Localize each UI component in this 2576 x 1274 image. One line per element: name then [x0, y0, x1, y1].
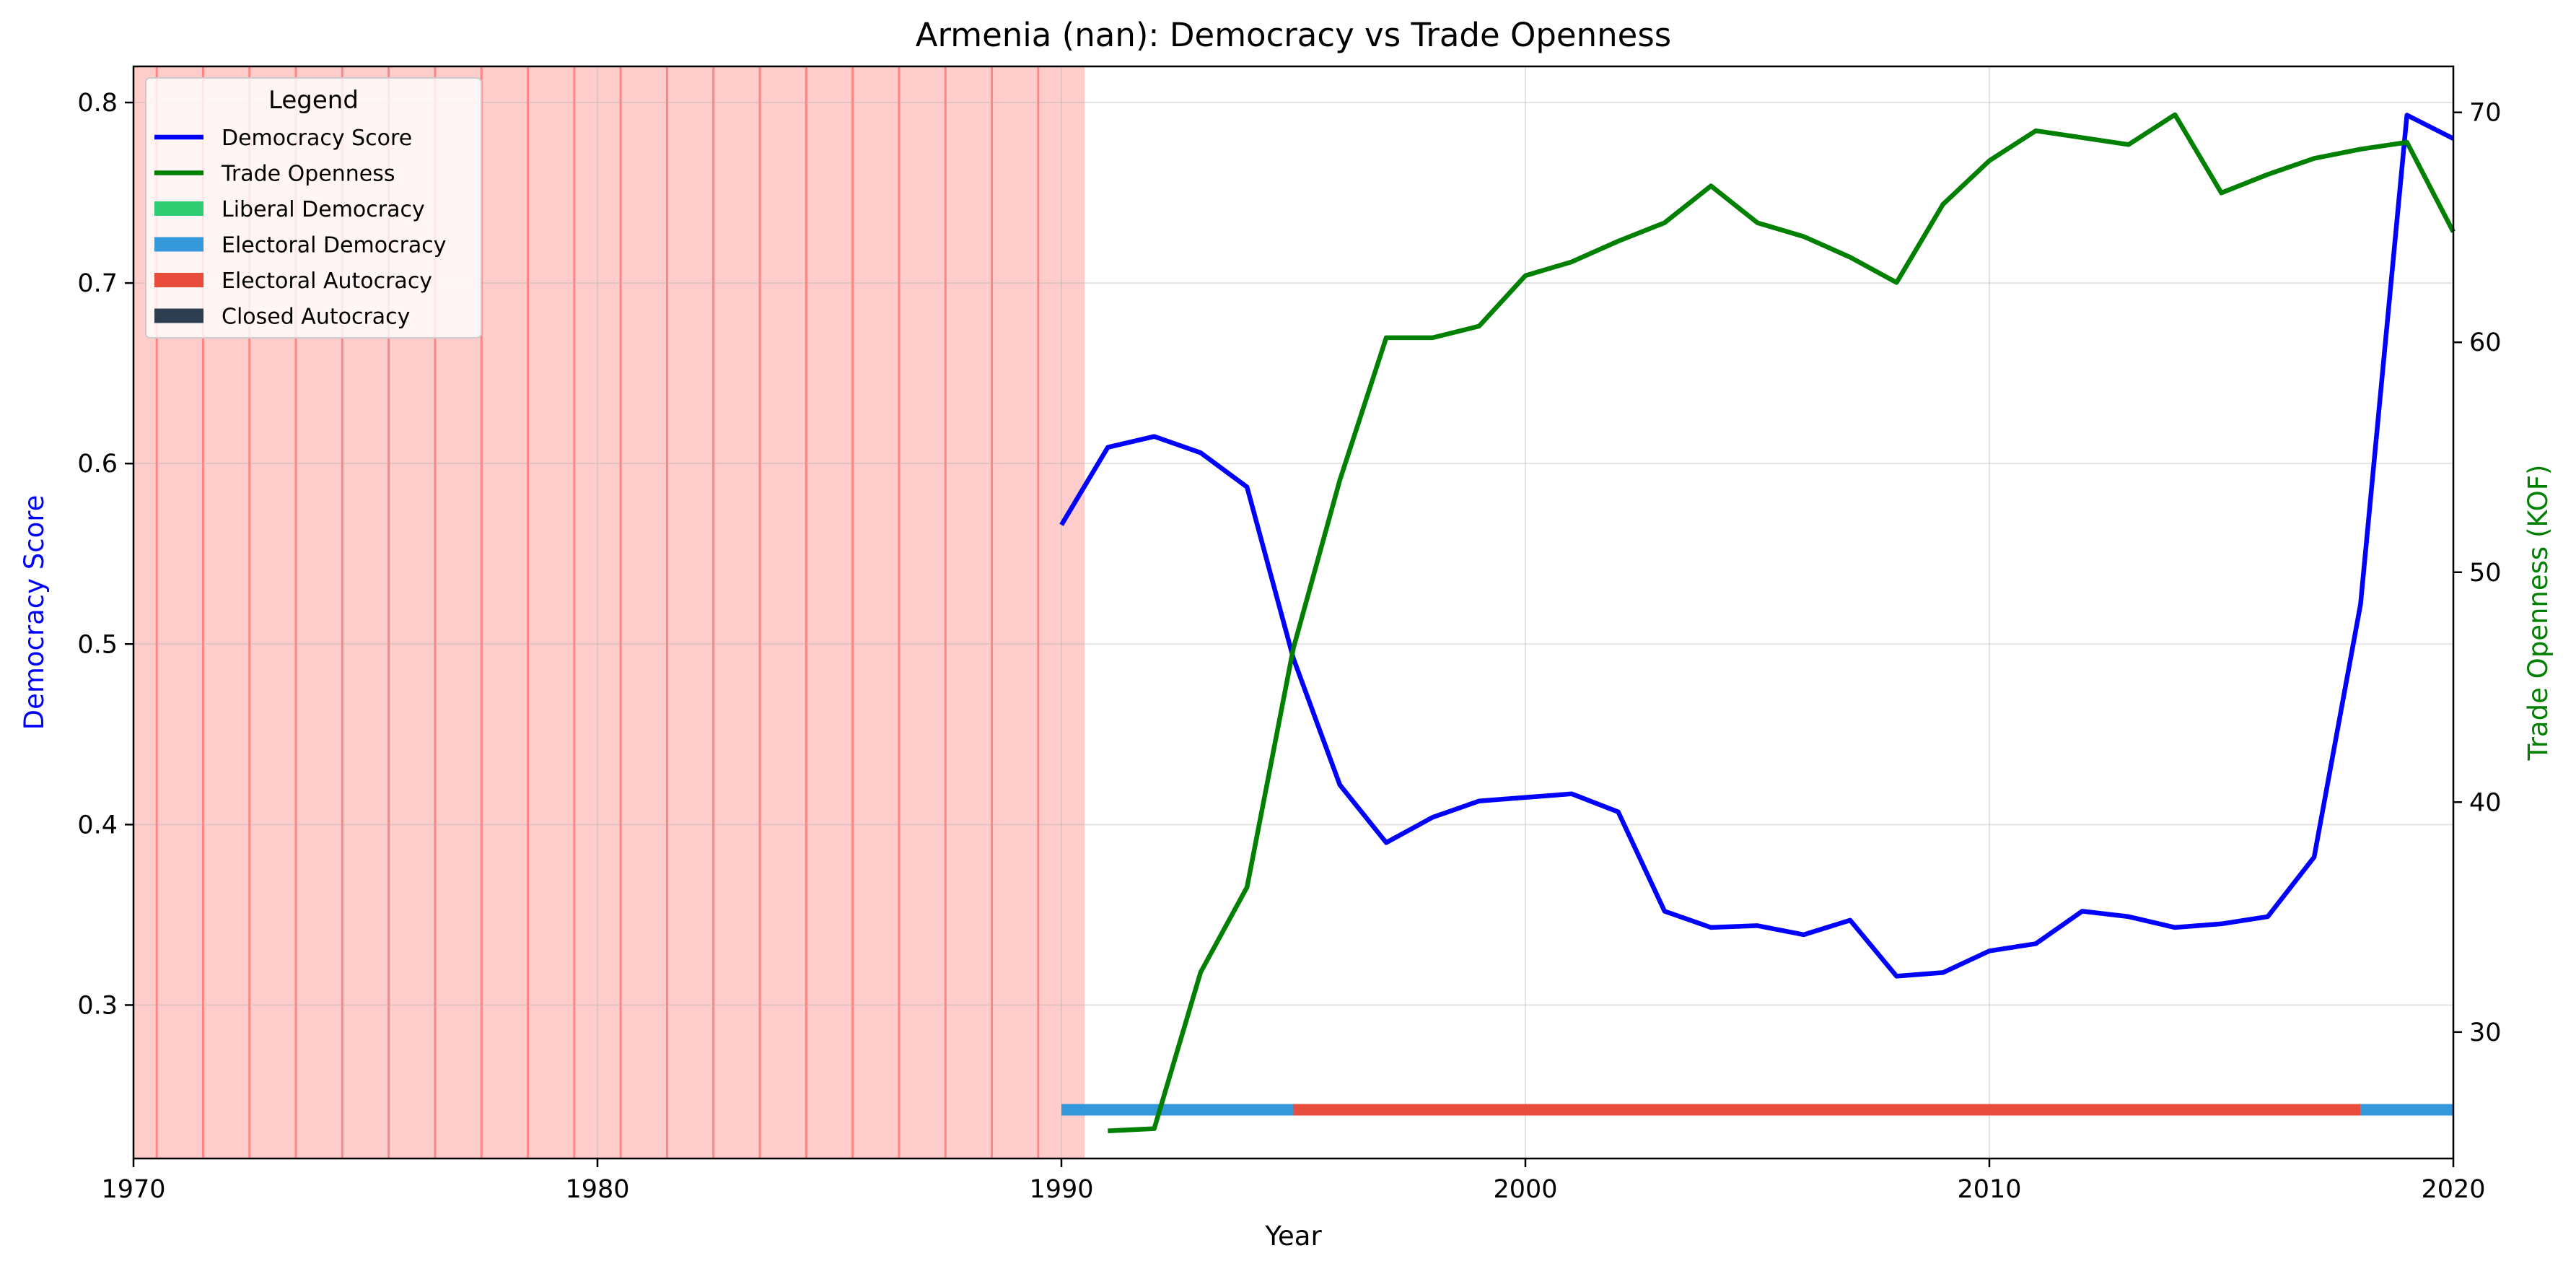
legend-patch-swatch: [154, 201, 203, 216]
series-line-trade-openness: [1108, 112, 2455, 1134]
x-axis-label: Year: [1264, 1221, 1322, 1252]
series: [1059, 112, 2455, 1134]
y-right-tick-label: 60: [2469, 328, 2502, 357]
legend-title: Legend: [268, 86, 359, 115]
x-tick-label: 2000: [1493, 1175, 1557, 1204]
y-axis-right-label: Trade Openness (KOF): [2523, 465, 2554, 762]
y-left-tick-label: 0.6: [77, 450, 118, 479]
legend-item-label: Electoral Autocracy: [222, 269, 432, 294]
y-right-tick-label: 70: [2469, 99, 2502, 128]
y-right-tick-label: 30: [2469, 1018, 2502, 1047]
legend-box: [145, 77, 482, 339]
x-tick-label: 1970: [101, 1175, 165, 1204]
x-tick-label: 2010: [1957, 1175, 2021, 1204]
legend-item-label: Closed Autocracy: [222, 305, 410, 330]
y-axis-left-label: Democracy Score: [19, 495, 50, 730]
legend-patch-swatch: [154, 273, 203, 287]
legend-items: Democracy Score Trade Openness Liberal Dem…: [154, 126, 447, 330]
legend-patch-swatch: [154, 308, 203, 323]
y-right-tick-label: 40: [2469, 788, 2502, 817]
legend-patch-swatch: [154, 237, 203, 252]
y-left-tick-label: 0.8: [77, 89, 118, 118]
x-tick-label: 1990: [1029, 1175, 1093, 1204]
chart-title: Armenia (nan): Democracy vs Trade Openne…: [916, 16, 1671, 54]
legend-item-label: Democracy Score: [222, 126, 412, 151]
y-left-tick-label: 0.5: [77, 630, 118, 659]
legend-item-label: Liberal Democracy: [222, 197, 425, 222]
plot-frame: [132, 65, 2455, 1160]
x-tick-label: 1980: [565, 1175, 629, 1204]
y-left-tick-label: 0.4: [77, 811, 118, 839]
legend-item-label: Electoral Democracy: [222, 233, 447, 258]
legend-item-label: Trade Openness: [221, 162, 395, 187]
y-right-tick-label: 50: [2469, 559, 2502, 588]
x-tick-label: 2020: [2421, 1175, 2485, 1204]
legend: Legend Democracy Score Trade Openness Libe…: [145, 77, 482, 339]
axes: 1970 1980 1990 2000 2010 2020 0.3 0.4 0.5 0.6 0.7 0…: [77, 89, 2501, 1204]
y-left-tick-label: 0.3: [77, 991, 118, 1020]
y-left-tick-label: 0.7: [77, 269, 118, 298]
